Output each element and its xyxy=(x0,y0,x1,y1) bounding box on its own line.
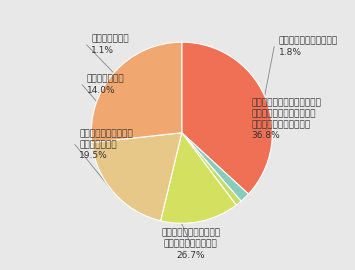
Text: お蒒めのお言葉
14.0%: お蒒めのお言葉 14.0% xyxy=(87,75,124,95)
Wedge shape xyxy=(91,42,182,143)
Wedge shape xyxy=(160,133,236,223)
Text: その他詐欺情報等の場合
1.8%: その他詐欺情報等の場合 1.8% xyxy=(279,37,338,57)
Text: 店舗・コールセンター・イン
ターネットバンキングの利
用・接遇などに関するご
36.8%: 店舗・コールセンター・イン ターネットバンキングの利 用・接遇などに関するご 3… xyxy=(252,98,321,140)
Text: 商品・キャンペーン・広
告などに関するご意見
26.7%: 商品・キャンペーン・広 告などに関するご意見 26.7% xyxy=(161,228,220,260)
Wedge shape xyxy=(182,133,248,201)
Wedge shape xyxy=(92,133,182,221)
Text: 経営へのご意見
1.1%: 経営へのご意見 1.1% xyxy=(91,35,129,55)
Wedge shape xyxy=(182,133,241,205)
Wedge shape xyxy=(182,42,272,194)
Text: 手続き方法・設備など
に関するご意見
19.5%: 手続き方法・設備など に関するご意見 19.5% xyxy=(80,129,133,160)
